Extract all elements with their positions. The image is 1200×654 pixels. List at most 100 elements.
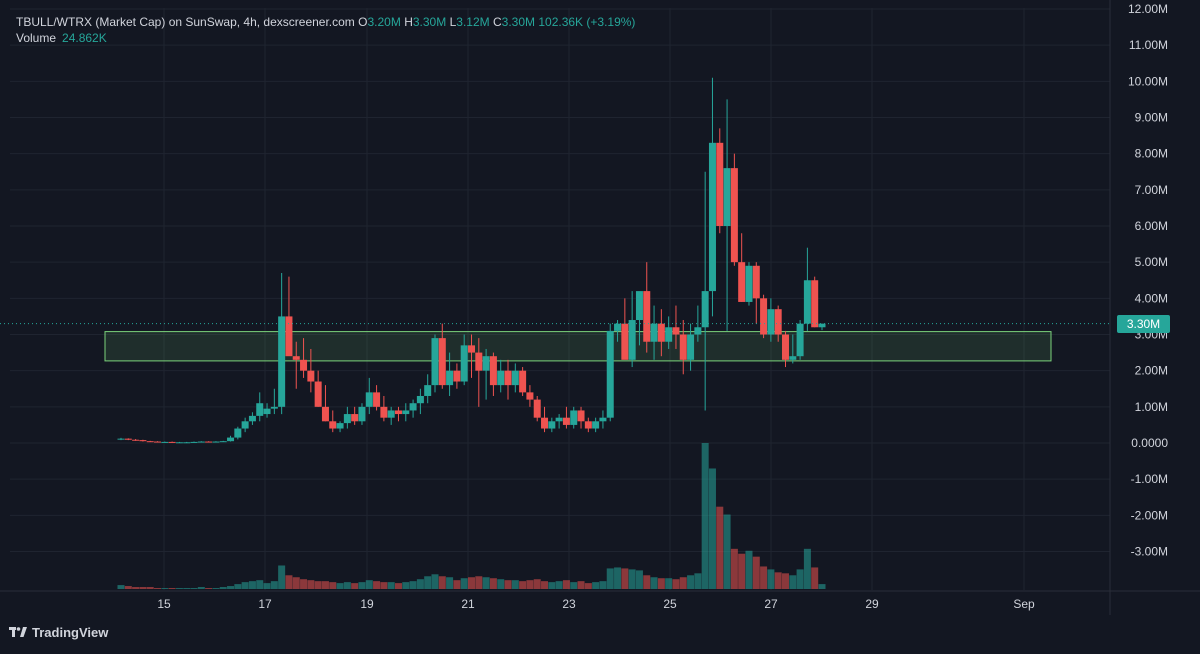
symbol-title[interactable]: TBULL/WTRX (Market Cap) on SunSwap, 4h, … xyxy=(16,15,355,29)
candle-body xyxy=(803,280,811,324)
candle-body xyxy=(314,381,322,407)
candle-body xyxy=(489,356,497,386)
candle-body xyxy=(548,421,556,429)
candle-body xyxy=(621,323,629,360)
volume-bar xyxy=(387,582,395,589)
x-axis-tick-label: Sep xyxy=(1013,597,1035,611)
y-axis-tick-label: 11.00M xyxy=(1129,38,1168,52)
volume-bar xyxy=(416,579,424,589)
candle-body xyxy=(789,356,797,360)
volume-bar xyxy=(606,568,614,589)
candle-body xyxy=(665,327,673,342)
x-axis-tick-label: 25 xyxy=(663,597,677,611)
volume-bar xyxy=(781,573,789,589)
volume-bar xyxy=(263,583,271,589)
candle-body xyxy=(453,370,461,382)
volume-bar xyxy=(394,583,402,589)
candle-body xyxy=(679,334,687,360)
volume-bar xyxy=(687,575,695,589)
candle-body xyxy=(657,323,665,342)
volume-bar xyxy=(548,582,556,589)
y-axis-tick-label: 0.0000 xyxy=(1131,436,1168,450)
volume-bar xyxy=(248,581,256,589)
volume-bar xyxy=(599,581,607,589)
y-axis-tick-label: 8.00M xyxy=(1135,147,1168,161)
x-axis-tick-label: 17 xyxy=(258,597,272,611)
volume-bar xyxy=(555,581,563,589)
candle-body xyxy=(468,345,475,353)
candle-body xyxy=(409,403,417,411)
change-value: 102.36K (+3.19%) xyxy=(538,15,636,29)
candle-body xyxy=(628,320,636,360)
candle-body xyxy=(380,406,388,418)
candle-body xyxy=(562,417,570,425)
x-axis-tick-label: 29 xyxy=(865,597,879,611)
candle-body xyxy=(818,323,826,328)
open-value: 3.20M xyxy=(367,15,401,29)
volume-bar xyxy=(541,581,549,589)
volume-label[interactable]: Volume xyxy=(16,31,57,45)
candle-body xyxy=(767,309,775,335)
high-value: 3.30M xyxy=(412,15,447,29)
low-value: 3.12M xyxy=(456,15,490,29)
candle-body xyxy=(687,334,695,360)
volume-bar xyxy=(365,580,373,589)
volume-bar xyxy=(256,580,264,589)
volume-bar xyxy=(504,580,512,589)
candle-body xyxy=(745,265,753,302)
volume-bar xyxy=(373,581,381,589)
tradingview-logo[interactable]: TradingView xyxy=(9,625,108,640)
candle-body xyxy=(738,262,746,302)
candle-body xyxy=(533,399,541,418)
candle-body xyxy=(351,414,359,422)
volume-bar xyxy=(161,588,169,589)
candle-body xyxy=(146,441,154,443)
volume-bar xyxy=(139,587,147,589)
y-axis-tick-label: -1.00M xyxy=(1131,472,1168,486)
volume-bar xyxy=(752,556,760,589)
volume-bar xyxy=(475,576,483,589)
candle-body xyxy=(175,442,183,444)
volume-bar xyxy=(562,580,570,589)
volume-bar xyxy=(300,579,308,589)
volume-bar xyxy=(292,577,300,589)
candle-body xyxy=(227,437,235,442)
x-axis-tick-label: 15 xyxy=(157,597,171,611)
volume-bar xyxy=(730,548,738,589)
candle-body xyxy=(752,265,760,299)
volume-bar xyxy=(577,581,585,589)
volume-bar xyxy=(343,582,351,589)
volume-bar xyxy=(533,579,541,589)
volume-bar xyxy=(584,583,592,589)
volume-bar xyxy=(738,553,746,589)
candle-body xyxy=(300,359,308,371)
volume-bar xyxy=(183,588,191,589)
volume-bar xyxy=(643,575,651,589)
candle-body xyxy=(256,403,264,416)
candle-body xyxy=(650,323,658,342)
candle-body xyxy=(292,356,300,360)
volume-bar xyxy=(402,582,410,589)
x-axis-tick-label: 21 xyxy=(461,597,475,611)
volume-bar xyxy=(679,577,687,589)
volume-bar xyxy=(270,581,278,589)
candle-body xyxy=(811,280,819,328)
candle-body xyxy=(402,410,410,415)
volume-bar xyxy=(278,565,286,589)
volume-bar xyxy=(708,468,716,589)
volume-bar xyxy=(672,579,680,589)
candle-body xyxy=(117,438,125,440)
volume-bar xyxy=(117,585,125,589)
candle-body xyxy=(475,352,483,371)
volume-bar xyxy=(570,582,578,589)
y-axis-tick-label: 1.00M xyxy=(1135,400,1168,414)
candle-body xyxy=(168,441,176,443)
candle-body xyxy=(270,406,278,409)
volume-bar xyxy=(314,581,322,589)
volume-bar xyxy=(336,583,344,589)
volume-bar xyxy=(818,584,826,589)
volume-bar xyxy=(132,587,140,589)
